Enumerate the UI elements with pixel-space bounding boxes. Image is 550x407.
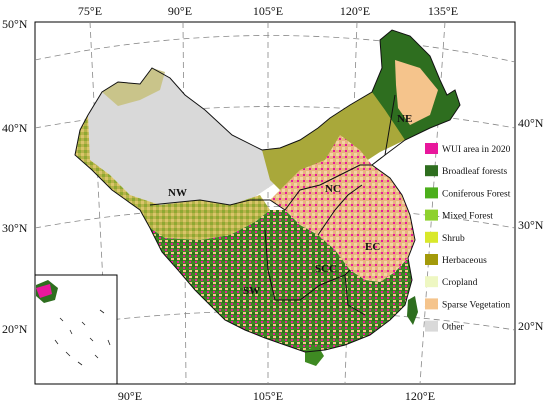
legend-label: Broadleaf forests [442, 166, 507, 177]
lat-label-right-40n: 40°N [518, 116, 544, 130]
lat-label-left-50n: 50°N [2, 17, 28, 31]
legend-label: Herbaceous [442, 256, 487, 266]
lat-label-left-30n: 30°N [2, 221, 28, 235]
lon-label-bottom-120e: 120°E [405, 389, 435, 403]
legend-label: Shrub [442, 234, 465, 244]
region-labels: NE NW NC EC SCC SW [168, 113, 412, 297]
lon-label-bottom-105e: 105°E [253, 389, 283, 403]
legend: WUI area in 2020 Broadleaf forests Conifer… [425, 143, 511, 333]
lon-label-top-75e: 75°E [78, 4, 102, 18]
latitude-labels-left: 50°N 40°N 30°N 20°N [2, 17, 28, 336]
legend-label: Coniferous Forest [442, 188, 511, 199]
latitude-labels-right: 40°N 30°N 20°N [518, 116, 544, 333]
lat-label-left-20n: 20°N [2, 322, 28, 336]
longitude-labels-top: 75°E 90°E 105°E 120°E 135°E [78, 4, 458, 18]
region-boundaries [74, 29, 461, 353]
legend-swatch [425, 231, 438, 243]
lon-label-top-90e: 90°E [168, 4, 192, 18]
region-label-nw: NW [168, 187, 187, 199]
region-label-nc: NC [325, 183, 341, 195]
region-label-scc: SCC [315, 263, 337, 275]
longitude-labels-bottom: 90°E 105°E 120°E [118, 389, 435, 403]
region-label-sw: SW [243, 285, 260, 297]
legend-swatch [425, 254, 438, 265]
region-label-ec: EC [365, 241, 380, 253]
legend-label: Sparse Vegetation [442, 300, 510, 310]
legend-swatch [425, 187, 438, 199]
legend-swatch [425, 209, 438, 221]
lon-label-top-135e: 135°E [428, 4, 458, 18]
lat-label-right-30n: 30°N [518, 218, 544, 232]
lon-label-bottom-90e: 90°E [118, 389, 142, 403]
legend-swatch [425, 143, 438, 154]
legend-label: WUI area in 2020 [442, 145, 511, 155]
lat-label-right-20n: 20°N [518, 319, 544, 333]
legend-swatch [425, 298, 438, 310]
legend-swatch [425, 165, 438, 177]
south-china-sea-inset [34, 274, 118, 385]
legend-label: Mixed Forest [442, 212, 493, 222]
china-landmass [75, 30, 460, 366]
lat-label-left-40n: 40°N [2, 121, 28, 135]
legend-label: Other [442, 323, 464, 333]
legend-label: Cropland [442, 278, 478, 288]
legend-swatch [425, 320, 438, 332]
lon-label-top-120e: 120°E [340, 4, 370, 18]
lon-label-top-105e: 105°E [253, 4, 283, 18]
legend-swatch [425, 276, 438, 288]
region-label-ne: NE [397, 113, 412, 125]
